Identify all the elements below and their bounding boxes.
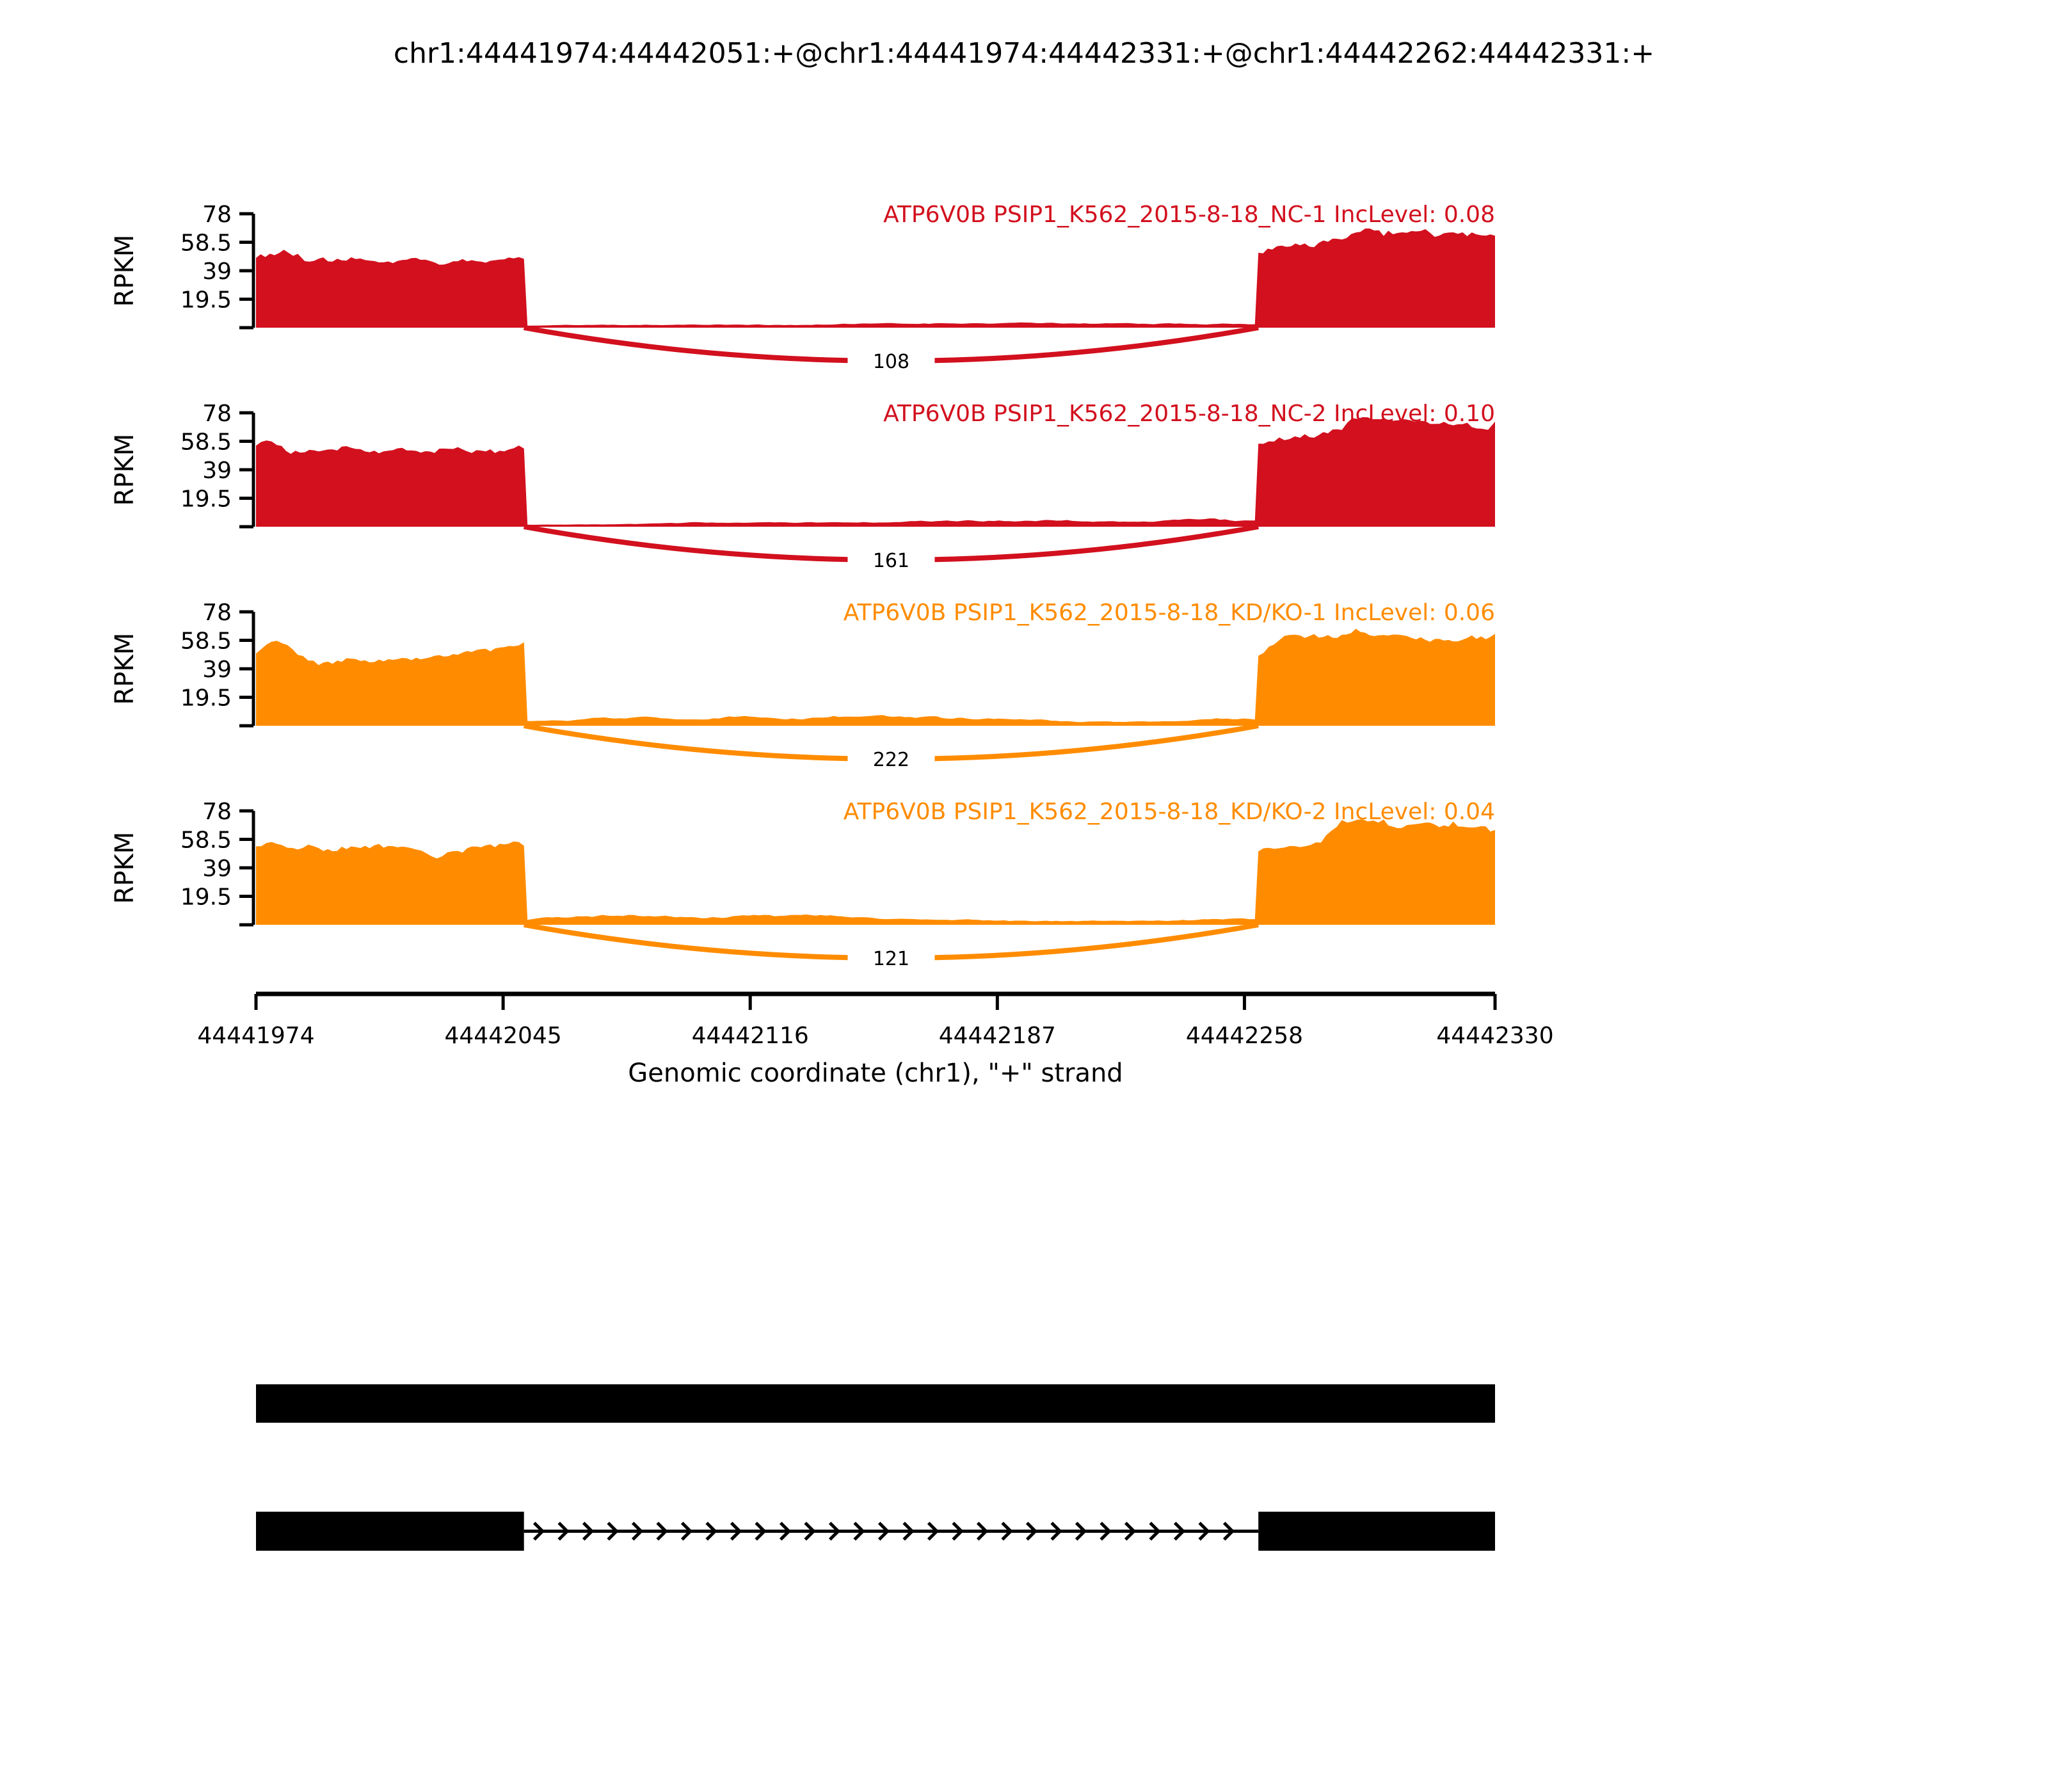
strand-arrow-icon [927,1521,940,1541]
junction-label-gap [847,545,935,575]
junction-label-gap [847,346,935,376]
y-tick-label: 39 [202,657,232,683]
y-tick-label: 58.5 [180,828,232,854]
strand-arrow-icon [877,1521,890,1541]
strand-arrow-icon [1149,1521,1161,1541]
y-tick-label: 58.5 [180,429,232,456]
x-tick-label: 44442187 [939,1023,1056,1049]
strand-arrow-icon [1050,1521,1062,1541]
junction-count-label: 222 [873,749,909,771]
y-tick-label: 19.5 [180,287,232,314]
x-tick-label: 44442045 [444,1023,561,1049]
junction-count-label: 121 [873,948,909,970]
strand-arrow-icon [705,1521,717,1541]
strand-arrow-icon [656,1521,668,1541]
track-title-label: ATP6V0B PSIP1_K562_2015-8-18_KD/KO-1 Inc… [844,600,1495,626]
y-tick-label: 19.5 [180,486,232,513]
gene-exon-block [256,1384,1495,1423]
strand-arrow-icon [804,1521,816,1541]
strand-arrow-icon [1198,1521,1210,1541]
strand-arrow-icon [952,1521,964,1541]
junction-count-label: 161 [873,550,909,572]
junction-count-label: 108 [873,351,909,373]
track-title-label: ATP6V0B PSIP1_K562_2015-8-18_NC-1 IncLev… [883,202,1495,228]
strand-arrow-icon [976,1521,989,1541]
coverage-area [256,228,1495,328]
y-tick-label: 39 [202,458,232,484]
plot-title: chr1:44441974:44442051:+@chr1:44441974:4… [393,37,1655,70]
x-axis-label: Genomic coordinate (chr1), "+" strand [628,1059,1123,1088]
strand-arrow-icon [755,1521,767,1541]
y-tick-label: 39 [202,856,232,882]
y-tick-label: 78 [202,600,232,626]
y-axis-label: RPKM [110,434,140,506]
gene-exon-block [1258,1512,1495,1551]
strand-arrow-icon [1124,1521,1137,1541]
strand-arrow-icon [730,1521,742,1541]
y-tick-label: 78 [202,799,232,825]
y-tick-label: 19.5 [180,884,232,911]
strand-arrow-icon [680,1521,693,1541]
strand-arrow-icon [1001,1521,1013,1541]
gene-exon-block [256,1512,524,1551]
strand-arrow-icon [1025,1521,1038,1541]
x-tick-label: 44442330 [1436,1023,1553,1049]
strand-arrow-icon [902,1521,915,1541]
y-tick-label: 39 [202,259,232,285]
strand-arrow-icon [582,1521,595,1541]
junction-label-gap [847,943,935,973]
y-axis-label: RPKM [110,832,140,904]
strand-arrow-icon [1173,1521,1186,1541]
coverage-area [256,819,1495,925]
strand-arrow-icon [1100,1521,1112,1541]
y-tick-label: 19.5 [180,685,232,712]
strand-arrow-icon [1222,1521,1235,1541]
y-axis-label: RPKM [110,633,140,705]
junction-label-gap [847,744,935,774]
y-tick-label: 58.5 [180,628,232,655]
strand-arrow-icon [1075,1521,1087,1541]
x-tick-label: 44442258 [1186,1023,1303,1049]
strand-arrow-icon [557,1521,570,1541]
y-axis-label: RPKM [110,235,140,307]
strand-arrow-icon [532,1521,545,1541]
strand-arrow-icon [853,1521,865,1541]
track-title-label: ATP6V0B PSIP1_K562_2015-8-18_KD/KO-2 Inc… [844,799,1495,825]
y-tick-label: 58.5 [180,230,232,257]
strand-arrow-icon [779,1521,792,1541]
strand-arrow-icon [828,1521,841,1541]
strand-arrow-icon [607,1521,619,1541]
strand-arrow-icon [631,1521,644,1541]
y-tick-label: 78 [202,202,232,228]
x-tick-label: 44442116 [692,1023,809,1049]
y-tick-label: 78 [202,401,232,427]
coverage-area [256,417,1495,527]
coverage-area [256,628,1495,726]
x-tick-label: 44441974 [197,1023,314,1049]
